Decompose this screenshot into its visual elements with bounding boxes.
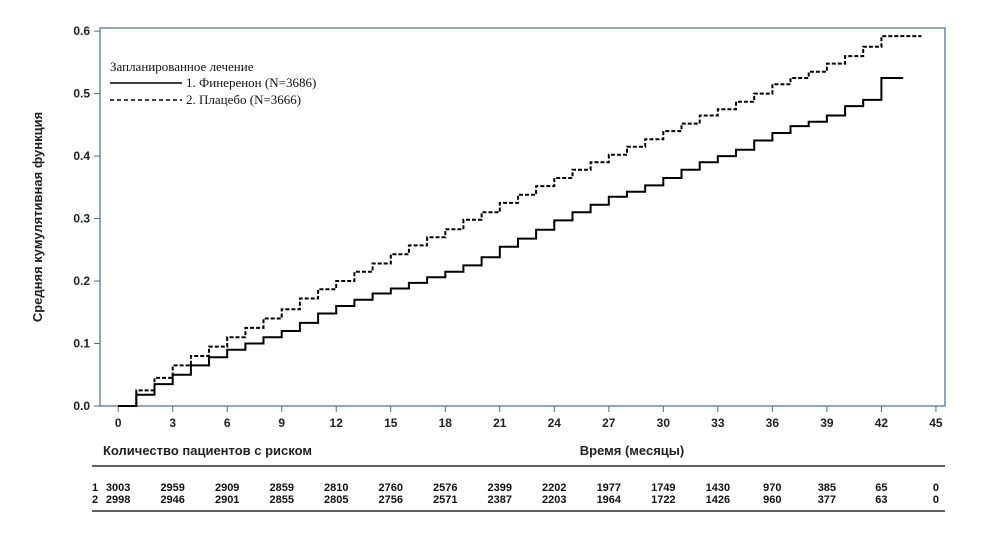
x-axis-title: Время (месяцы) <box>580 443 684 458</box>
risk-cell: 2202 <box>542 482 566 494</box>
y-axis: 0.0 0.1 0.2 0.3 0.4 0.5 0.6 <box>73 24 100 413</box>
y-tick-label: 0.4 <box>73 149 90 163</box>
x-tick-label: 27 <box>602 416 616 430</box>
risk-cell: 1430 <box>706 482 730 494</box>
risk-cell: 385 <box>818 482 836 494</box>
x-tick-label: 36 <box>766 416 780 430</box>
risk-cell: 2946 <box>160 494 184 506</box>
x-tick-label: 45 <box>929 416 943 430</box>
risk-row-label: 2 <box>92 494 98 506</box>
y-tick-label: 0.3 <box>73 212 90 226</box>
risk-cell: 2998 <box>106 494 130 506</box>
x-tick-label: 39 <box>820 416 834 430</box>
y-tick-label: 0.2 <box>73 274 90 288</box>
risk-cell: 2855 <box>269 494 293 506</box>
legend-label-1: 1. Финеренон (N=3686) <box>186 75 316 90</box>
risk-cell: 3003 <box>106 482 130 494</box>
risk-table: 1 3003 2959 2909 2859 2810 2760 2576 2399 2202 197… <box>92 482 939 506</box>
x-tick-label: 30 <box>657 416 671 430</box>
series-line-2 <box>118 35 922 407</box>
risk-cell: 2399 <box>488 482 512 494</box>
risk-cell: 1722 <box>651 494 675 506</box>
y-tick-label: 0.6 <box>73 24 90 38</box>
risk-cell: 2959 <box>160 482 184 494</box>
y-tick-label: 0.5 <box>73 87 90 101</box>
x-tick-label: 21 <box>493 416 507 430</box>
risk-cell: 2387 <box>488 494 512 506</box>
risk-cell: 1749 <box>651 482 675 494</box>
risk-cell: 2571 <box>433 494 457 506</box>
risk-table-title: Количество пациентов с риском <box>103 443 312 458</box>
risk-cell: 2901 <box>215 494 239 506</box>
risk-cell: 0 <box>933 494 939 506</box>
y-tick-label: 0.0 <box>73 399 90 413</box>
series-layer <box>118 35 922 407</box>
risk-cell: 2805 <box>324 494 348 506</box>
x-tick-label: 15 <box>384 416 398 430</box>
x-tick-label: 24 <box>548 416 562 430</box>
risk-cell: 960 <box>763 494 781 506</box>
x-tick-label: 18 <box>439 416 453 430</box>
risk-cell: 1977 <box>597 482 621 494</box>
x-tick-label: 3 <box>169 416 176 430</box>
series-line-1 <box>118 77 904 407</box>
risk-cell: 2810 <box>324 482 348 494</box>
risk-cell: 2576 <box>433 482 457 494</box>
x-axis: 0 3 6 9 12 15 18 21 24 27 30 33 36 39 42 45 <box>115 406 943 430</box>
risk-cell: 2859 <box>269 482 293 494</box>
y-tick-label: 0.1 <box>73 337 90 351</box>
risk-cell: 63 <box>875 494 887 506</box>
x-tick-label: 0 <box>115 416 122 430</box>
legend-title: Запланированное лечение <box>110 59 254 74</box>
risk-row-label: 1 <box>92 482 98 494</box>
risk-cell: 65 <box>875 482 887 494</box>
risk-cell: 2756 <box>379 494 403 506</box>
risk-cell: 377 <box>818 494 836 506</box>
x-tick-label: 6 <box>224 416 231 430</box>
legend-label-2: 2. Плацебо (N=3666) <box>186 92 301 107</box>
x-tick-label: 33 <box>711 416 725 430</box>
x-tick-label: 9 <box>278 416 285 430</box>
risk-cell: 0 <box>933 482 939 494</box>
x-tick-label: 12 <box>330 416 344 430</box>
risk-cell: 2760 <box>379 482 403 494</box>
risk-cell: 970 <box>763 482 781 494</box>
legend: Запланированное лечение 1. Финеренон (N=… <box>110 59 316 107</box>
risk-cell: 2203 <box>542 494 566 506</box>
risk-cell: 1964 <box>597 494 622 506</box>
plot-frame <box>99 27 946 407</box>
risk-cell: 2909 <box>215 482 239 494</box>
x-tick-label: 42 <box>875 416 889 430</box>
y-axis-title: Средняя кумулятивная функция <box>30 112 45 322</box>
risk-cell: 1426 <box>706 494 730 506</box>
